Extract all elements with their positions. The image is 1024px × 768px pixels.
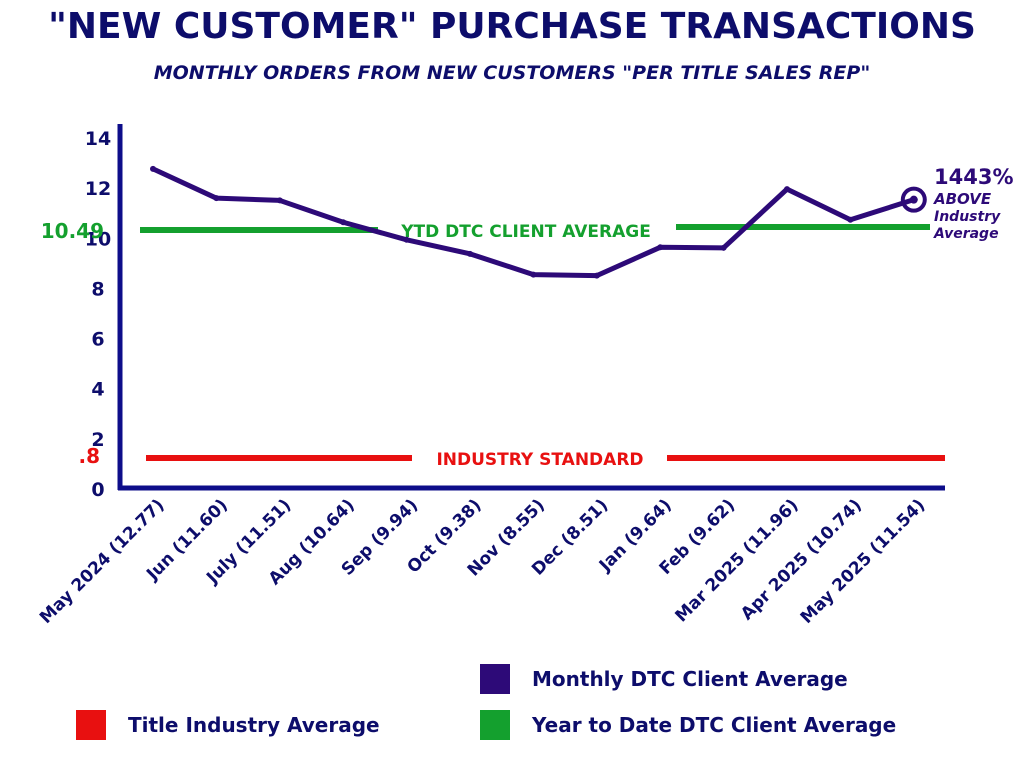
data-point-7 [593,272,600,279]
data-point-5 [467,250,473,257]
highlight-ring [900,186,927,213]
legend-item-ytd: Year to Date DTC Client Average [480,710,896,740]
highlight-dot [909,195,918,204]
legend-swatch-industry [76,710,106,740]
y-tick-label-14: 14 [85,128,111,150]
y-tick-label-0: 0 [91,479,104,501]
data-point-3 [340,219,347,226]
data-point-4 [403,236,410,243]
industry-line-label: INDUSTRY STANDARD [436,450,643,470]
callout-line3: Average [933,226,999,242]
legend-label-industry: Title Industry Average [128,713,380,737]
ytd-value-label: 10.49 [41,219,104,243]
y-tick-label-12: 12 [85,178,111,200]
y-tick-label-2: 2 [91,429,104,451]
data-point-2 [276,197,283,204]
y-tick-label-10: 10 [85,228,111,250]
data-point-1 [213,195,220,202]
data-point-9 [720,244,727,251]
x-tick-label-12: May 2025 (11.54) [797,495,930,628]
legend-swatch-ytd [480,710,510,740]
data-point-11 [847,216,854,223]
legend-label-ytd: Year to Date DTC Client Average [532,713,897,737]
y-tick-label-8: 8 [91,278,104,300]
data-point-0 [150,165,156,172]
callout-percent: 1443% [934,165,1014,189]
industry-value-label: .8 [78,444,100,468]
x-tick-label-0: May 2024 (12.77) [36,495,169,628]
legend-swatch-monthly [480,664,510,694]
chart-title: "NEW CUSTOMER" PURCHASE TRANSACTIONS [48,6,976,47]
legend-label-monthly: Monthly DTC Client Average [532,667,848,691]
chart-subtitle: MONTHLY ORDERS FROM NEW CUSTOMERS "PER T… [153,62,871,84]
data-point-10 [784,186,790,193]
x-tick-label-10: Mar 2025 (11.96) [672,495,803,626]
callout-line2: Industry [934,209,1001,225]
ytd-line-label: YTD DTC CLIENT AVERAGE [400,222,651,242]
x-tick-label-11: Apr 2025 (10.74) [737,495,866,624]
legend-item-monthly: Monthly DTC Client Average [480,664,848,694]
callout-line1: ABOVE [933,190,992,208]
y-tick-label-6: 6 [91,329,104,351]
y-tick-label-4: 4 [91,379,104,401]
data-point-6 [530,271,537,278]
legend-item-industry: Title Industry Average [76,710,380,740]
data-point-8 [657,244,664,251]
